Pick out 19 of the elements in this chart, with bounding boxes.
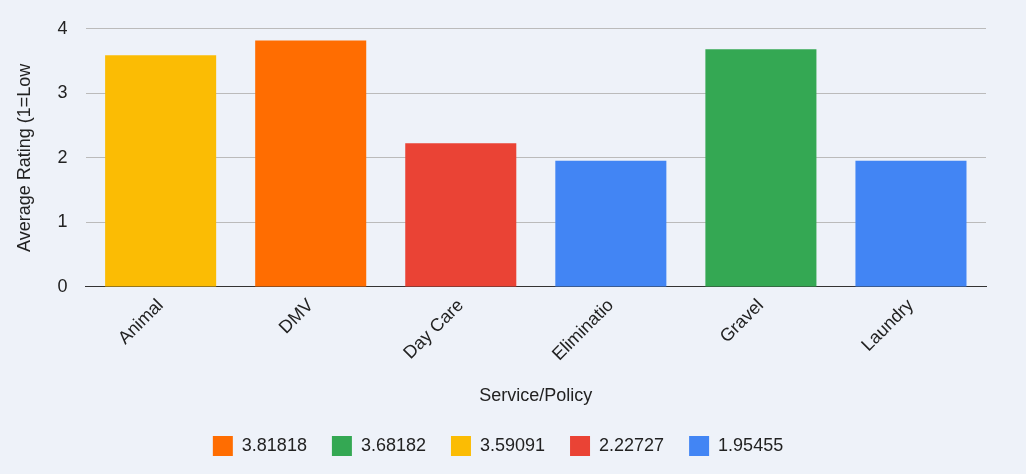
bar	[255, 40, 367, 287]
y-tick-label: 3	[57, 82, 68, 103]
legend-label: 3.81818	[241, 434, 307, 455]
x-tick-label: Day Care	[399, 294, 468, 363]
legend-label: 3.68182	[360, 434, 426, 455]
bar	[555, 160, 667, 287]
y-tick-label: 4	[57, 17, 68, 38]
bar	[705, 49, 817, 287]
legend-label: 3.59091	[479, 434, 546, 455]
bar	[105, 55, 217, 287]
bar	[405, 143, 517, 287]
x-axis-title: Service/Policy	[479, 385, 593, 406]
legend-label: 2.22727	[599, 434, 665, 455]
y-tick-label: 2	[57, 146, 68, 167]
bar	[855, 160, 967, 287]
y-axis-title: Average Rating (1=Low	[13, 62, 34, 253]
y-tick-label: 0	[57, 275, 68, 296]
legend-label: 1.95455	[718, 434, 784, 455]
y-tick-label: 1	[57, 211, 68, 232]
